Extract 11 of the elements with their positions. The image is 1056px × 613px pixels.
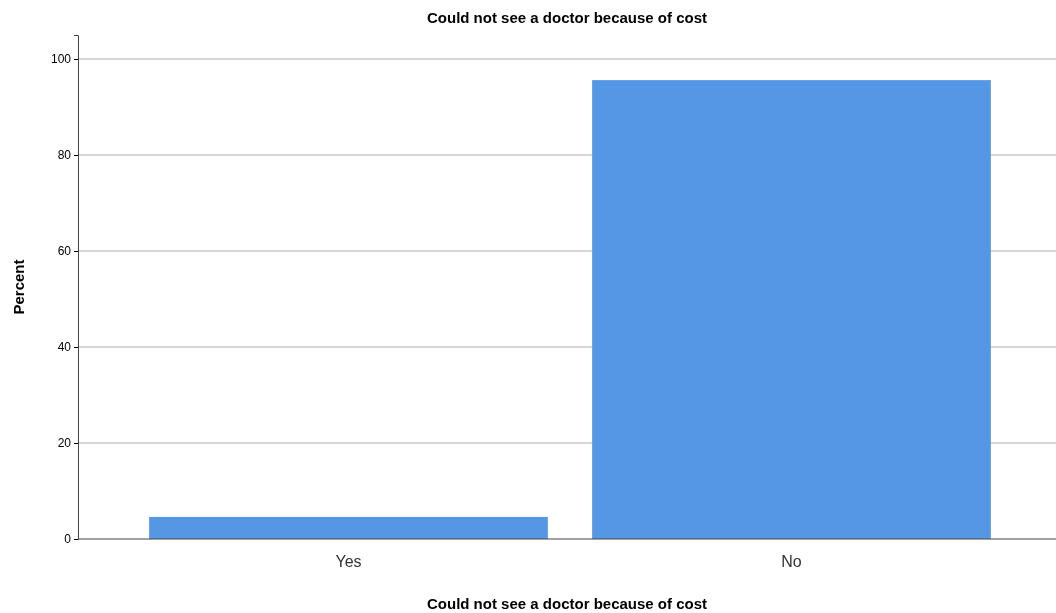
x-tick-label: No: [781, 553, 802, 570]
chart-title: Could not see a doctor because of cost: [426, 9, 708, 26]
y-tick-label: 0: [64, 532, 72, 547]
y-tick-label: 100: [50, 52, 72, 67]
y-tick-label: 60: [57, 244, 72, 259]
y-tick-label: 40: [57, 340, 72, 355]
y-tick-label: 80: [57, 148, 72, 163]
y-axis-title: Percent: [10, 259, 27, 315]
x-axis-title: Could not see a doctor because of cost: [426, 595, 708, 612]
y-tick-label: 20: [57, 436, 72, 451]
x-tick-label: Yes: [335, 553, 362, 570]
